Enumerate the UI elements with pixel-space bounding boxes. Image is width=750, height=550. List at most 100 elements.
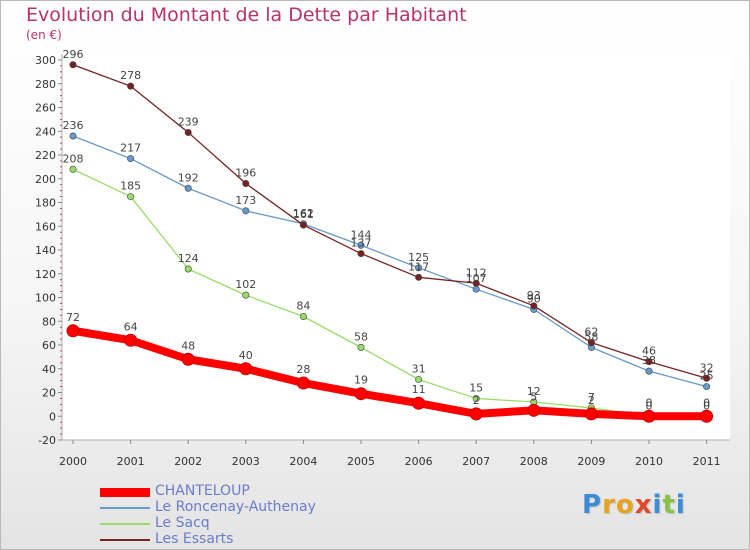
logo-letter: o xyxy=(615,490,635,520)
data-label-chanteloup: 0 xyxy=(646,396,653,409)
data-label-le-roncenay-authenay: 125 xyxy=(408,251,429,264)
data-point-chanteloup xyxy=(66,324,80,338)
data-label-chanteloup: 0 xyxy=(703,396,710,409)
logo-letter: i xyxy=(675,490,686,520)
data-label-le-sacq: 31 xyxy=(412,362,426,375)
y-tick-label: 300 xyxy=(35,54,56,67)
data-label-les-essarts: 93 xyxy=(527,289,541,302)
data-label-les-essarts: 196 xyxy=(235,167,256,180)
data-point-les-essarts xyxy=(703,374,711,382)
x-tick-label: 2005 xyxy=(347,455,375,468)
y-tick-label: 40 xyxy=(42,363,56,376)
y-tick-label: -20 xyxy=(38,434,56,447)
data-point-le-roncenay-authenay xyxy=(127,155,135,163)
series-line-le-roncenay-authenay xyxy=(72,135,708,388)
x-tick-label: 2009 xyxy=(577,455,605,468)
chart-title: Evolution du Montant de la Dette par Hab… xyxy=(26,4,467,26)
data-point-le-roncenay-authenay xyxy=(184,184,192,192)
data-label-les-essarts: 161 xyxy=(293,208,314,221)
data-point-chanteloup xyxy=(700,409,714,423)
data-point-le-sacq xyxy=(472,394,480,402)
logo-letter: r xyxy=(602,490,616,520)
logo-letter: P xyxy=(582,490,603,520)
data-label-chanteloup: 48 xyxy=(181,339,195,352)
x-tick-label: 2007 xyxy=(462,455,490,468)
data-point-les-essarts xyxy=(645,358,653,366)
data-label-les-essarts: 32 xyxy=(700,361,714,374)
data-point-le-sacq xyxy=(127,193,135,201)
data-point-les-essarts xyxy=(587,339,595,347)
y-tick-label: 160 xyxy=(35,220,56,233)
data-label-les-essarts: 278 xyxy=(120,69,141,82)
data-point-le-sacq xyxy=(184,265,192,273)
data-point-le-roncenay-authenay xyxy=(357,241,365,249)
x-tick-label: 2011 xyxy=(693,455,721,468)
y-tick-label: 120 xyxy=(35,268,56,281)
legend-swatch xyxy=(100,523,150,525)
data-point-le-roncenay-authenay xyxy=(415,264,423,272)
logo-letter: x xyxy=(634,490,653,520)
data-point-les-essarts xyxy=(415,273,423,281)
x-tick-label: 2000 xyxy=(59,455,87,468)
data-label-chanteloup: 19 xyxy=(354,374,368,387)
data-label-le-sacq: 12 xyxy=(527,385,541,398)
y-tick-label: 100 xyxy=(35,292,56,305)
data-point-chanteloup xyxy=(181,352,195,366)
data-point-les-essarts xyxy=(184,128,192,136)
y-tick-label: 60 xyxy=(42,339,56,352)
data-label-le-sacq: 0 xyxy=(646,399,653,412)
data-label-les-essarts: 112 xyxy=(466,266,487,279)
data-point-les-essarts xyxy=(127,82,135,90)
proxiti-logo: Proxiti xyxy=(582,490,686,520)
data-point-le-roncenay-authenay xyxy=(645,367,653,375)
legend-swatch xyxy=(100,539,150,541)
data-label-le-roncenay-authenay: 162 xyxy=(293,207,314,220)
x-tick-label: 2004 xyxy=(289,455,317,468)
data-label-le-sacq: 84 xyxy=(296,300,310,313)
data-point-chanteloup xyxy=(527,403,541,417)
data-label-le-sacq: 185 xyxy=(120,180,141,193)
legend-label: Les Essarts xyxy=(155,531,234,547)
data-label-le-roncenay-authenay: 192 xyxy=(178,171,199,184)
data-label-le-roncenay-authenay: 90 xyxy=(527,292,541,305)
legend-swatch xyxy=(100,507,150,509)
data-point-les-essarts xyxy=(472,279,480,287)
x-tick-label: 2008 xyxy=(520,455,548,468)
data-point-chanteloup xyxy=(239,362,253,376)
data-label-les-essarts: 46 xyxy=(642,345,656,358)
data-label-chanteloup: 72 xyxy=(66,311,80,324)
x-tick-label: 2003 xyxy=(232,455,260,468)
y-tick-label: 0 xyxy=(49,410,56,423)
data-label-chanteloup: 2 xyxy=(473,394,480,407)
data-point-les-essarts xyxy=(299,221,307,229)
data-point-chanteloup xyxy=(124,333,138,347)
data-point-le-sacq xyxy=(69,165,77,173)
data-label-le-roncenay-authenay: 144 xyxy=(351,228,372,241)
data-label-chanteloup: 64 xyxy=(124,320,138,333)
data-point-le-roncenay-authenay xyxy=(242,207,250,215)
data-label-le-roncenay-authenay: 236 xyxy=(63,119,84,132)
data-point-les-essarts xyxy=(357,250,365,258)
data-label-le-sacq: 0 xyxy=(703,399,710,412)
x-tick-label: 2002 xyxy=(174,455,202,468)
data-label-le-roncenay-authenay: 173 xyxy=(235,194,256,207)
data-label-les-essarts: 296 xyxy=(63,48,84,61)
series-line-chanteloup xyxy=(69,326,711,421)
data-label-les-essarts: 117 xyxy=(408,260,429,273)
data-label-chanteloup: 11 xyxy=(412,383,426,396)
y-tick-label: 80 xyxy=(42,315,56,328)
data-label-chanteloup: 28 xyxy=(296,363,310,376)
plot-area xyxy=(62,56,730,440)
data-point-chanteloup xyxy=(296,376,310,390)
data-label-le-roncenay-authenay: 107 xyxy=(466,272,487,285)
y-tick-label: 220 xyxy=(35,149,56,162)
data-point-chanteloup xyxy=(584,407,598,421)
data-point-le-sacq xyxy=(415,375,423,383)
legend-label: CHANTELOUP xyxy=(155,483,250,499)
data-point-le-roncenay-authenay xyxy=(69,132,77,140)
data-label-le-roncenay-authenay: 217 xyxy=(120,142,141,155)
data-label-le-sacq: 7 xyxy=(588,391,595,404)
data-label-chanteloup: 2 xyxy=(588,394,595,407)
data-label-le-sacq: 124 xyxy=(178,252,199,265)
